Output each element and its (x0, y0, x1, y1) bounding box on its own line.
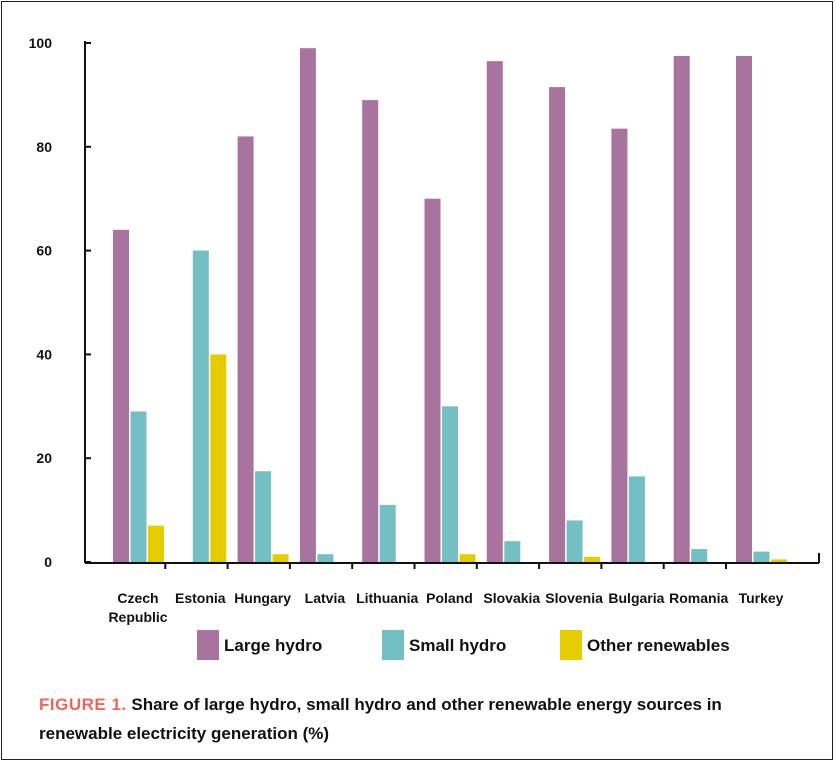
bar-other-renewables (148, 525, 164, 562)
bar-large-hydro (113, 229, 129, 562)
bar-small-hydro (504, 541, 521, 562)
bar-other-renewables (210, 354, 227, 562)
figure-caption-text: Share of large hydro, small hydro and ot… (39, 695, 722, 743)
bar-small-hydro (379, 504, 396, 562)
bar-large-hydro (424, 198, 441, 562)
bar-small-hydro (130, 411, 147, 562)
bars (113, 48, 787, 563)
y-tick-label: 100 (29, 35, 53, 51)
bar-chart: 0 20 40 60 80 100 Czech Republic Estonia Hungary… (29, 35, 820, 660)
x-category-label: Turkey (739, 590, 784, 606)
x-category-label: Poland (426, 590, 473, 606)
legend-label: Large hydro (224, 636, 322, 655)
x-category-label: Czech Republic (108, 590, 167, 625)
legend-swatch-other-renewables (560, 630, 582, 660)
x-category-label: Slovenia (545, 590, 603, 606)
figure-caption: FIGURE 1. Share of large hydro, small hy… (39, 690, 809, 748)
bar-small-hydro (317, 554, 334, 562)
x-category-label: Lithuania (356, 590, 418, 606)
bar-large-hydro (237, 136, 254, 563)
x-category-label: Hungary (234, 590, 291, 606)
bar-small-hydro (192, 250, 209, 562)
y-tick-label: 20 (36, 450, 52, 466)
figure-label: FIGURE 1. (39, 695, 127, 714)
legend-label: Other renewables (587, 636, 730, 655)
y-tick-label: 60 (36, 243, 52, 259)
bar-small-hydro (628, 476, 645, 562)
legend: Large hydro Small hydro Other renewables (197, 630, 730, 660)
x-category-label: Bulgaria (608, 590, 664, 606)
bar-small-hydro (442, 406, 458, 562)
bar-large-hydro (362, 100, 379, 562)
x-category-label: Romania (669, 590, 728, 606)
y-tick-label: 40 (36, 346, 52, 362)
x-axis: Czech Republic Estonia Hungary Latvia Lithuan… (85, 553, 820, 625)
bar-large-hydro (549, 87, 566, 563)
legend-label: Small hydro (409, 636, 506, 655)
bar-small-hydro (691, 549, 708, 562)
bar-other-renewables (272, 554, 289, 562)
bar-large-hydro (299, 48, 316, 562)
bar-other-renewables (584, 556, 601, 562)
bar-large-hydro (611, 128, 628, 562)
bar-small-hydro (753, 551, 770, 562)
y-tick-label: 0 (44, 554, 52, 570)
bar-small-hydro (255, 471, 272, 562)
x-category-label: Latvia (305, 590, 346, 606)
bar-other-renewables (771, 559, 787, 562)
bar-other-renewables (459, 554, 476, 562)
y-tick-label: 80 (36, 139, 52, 155)
bar-large-hydro (736, 55, 752, 562)
y-axis: 0 20 40 60 80 100 (29, 35, 91, 570)
x-category-label: Estonia (175, 590, 226, 606)
bar-small-hydro (566, 520, 583, 562)
legend-swatch-small-hydro (382, 630, 404, 660)
bar-large-hydro (486, 61, 503, 562)
x-category-label: Slovakia (483, 590, 540, 606)
legend-swatch-large-hydro (197, 630, 219, 660)
bar-large-hydro (673, 55, 690, 562)
